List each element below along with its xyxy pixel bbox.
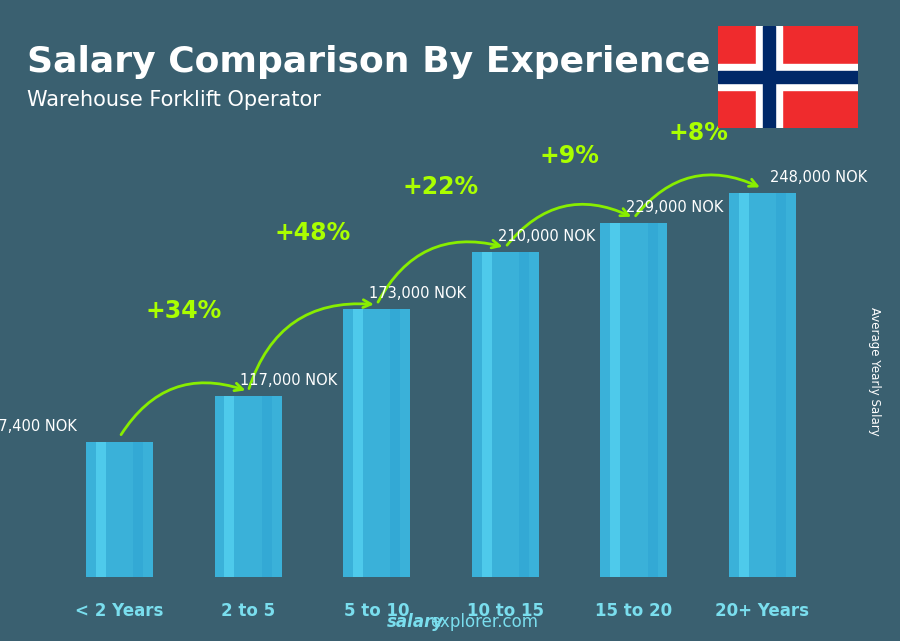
Text: +9%: +9%	[540, 144, 599, 168]
Text: 173,000 NOK: 173,000 NOK	[369, 287, 466, 301]
Bar	[353, 309, 363, 577]
Bar	[729, 193, 796, 577]
Bar	[600, 222, 667, 577]
Text: Salary Comparison By Experience: Salary Comparison By Experience	[27, 45, 710, 79]
Text: +8%: +8%	[668, 121, 728, 145]
Text: 117,000 NOK: 117,000 NOK	[240, 373, 338, 388]
Text: salary: salary	[387, 613, 445, 631]
Text: 210,000 NOK: 210,000 NOK	[498, 229, 595, 244]
Bar	[648, 222, 658, 577]
Bar	[718, 64, 858, 90]
Text: +48%: +48%	[274, 221, 351, 246]
Bar	[472, 252, 539, 577]
Text: +34%: +34%	[146, 299, 222, 323]
Bar	[718, 71, 858, 83]
Bar	[482, 252, 491, 577]
Bar	[215, 396, 282, 577]
Bar	[391, 309, 401, 577]
Text: 15 to 20: 15 to 20	[595, 602, 672, 620]
Bar	[756, 26, 781, 128]
Text: Average Yearly Salary: Average Yearly Salary	[868, 308, 881, 436]
Text: 2 to 5: 2 to 5	[221, 602, 275, 620]
Text: 248,000 NOK: 248,000 NOK	[770, 171, 868, 185]
Text: 10 to 15: 10 to 15	[467, 602, 544, 620]
Bar	[224, 396, 234, 577]
Text: +22%: +22%	[403, 175, 479, 199]
Bar	[519, 252, 529, 577]
Bar	[610, 222, 620, 577]
Bar	[776, 193, 787, 577]
Text: < 2 Years: < 2 Years	[76, 602, 164, 620]
Bar	[762, 26, 775, 128]
Bar	[95, 442, 106, 577]
Text: 87,400 NOK: 87,400 NOK	[0, 419, 77, 434]
Text: explorer.com: explorer.com	[430, 613, 538, 631]
Text: 5 to 10: 5 to 10	[344, 602, 410, 620]
Text: 20+ Years: 20+ Years	[716, 602, 809, 620]
Bar	[343, 309, 410, 577]
Bar	[262, 396, 272, 577]
Text: Warehouse Forklift Operator: Warehouse Forklift Operator	[27, 90, 321, 110]
Text: 229,000 NOK: 229,000 NOK	[626, 200, 724, 215]
Bar	[739, 193, 749, 577]
Bar	[133, 442, 143, 577]
Bar	[86, 442, 153, 577]
